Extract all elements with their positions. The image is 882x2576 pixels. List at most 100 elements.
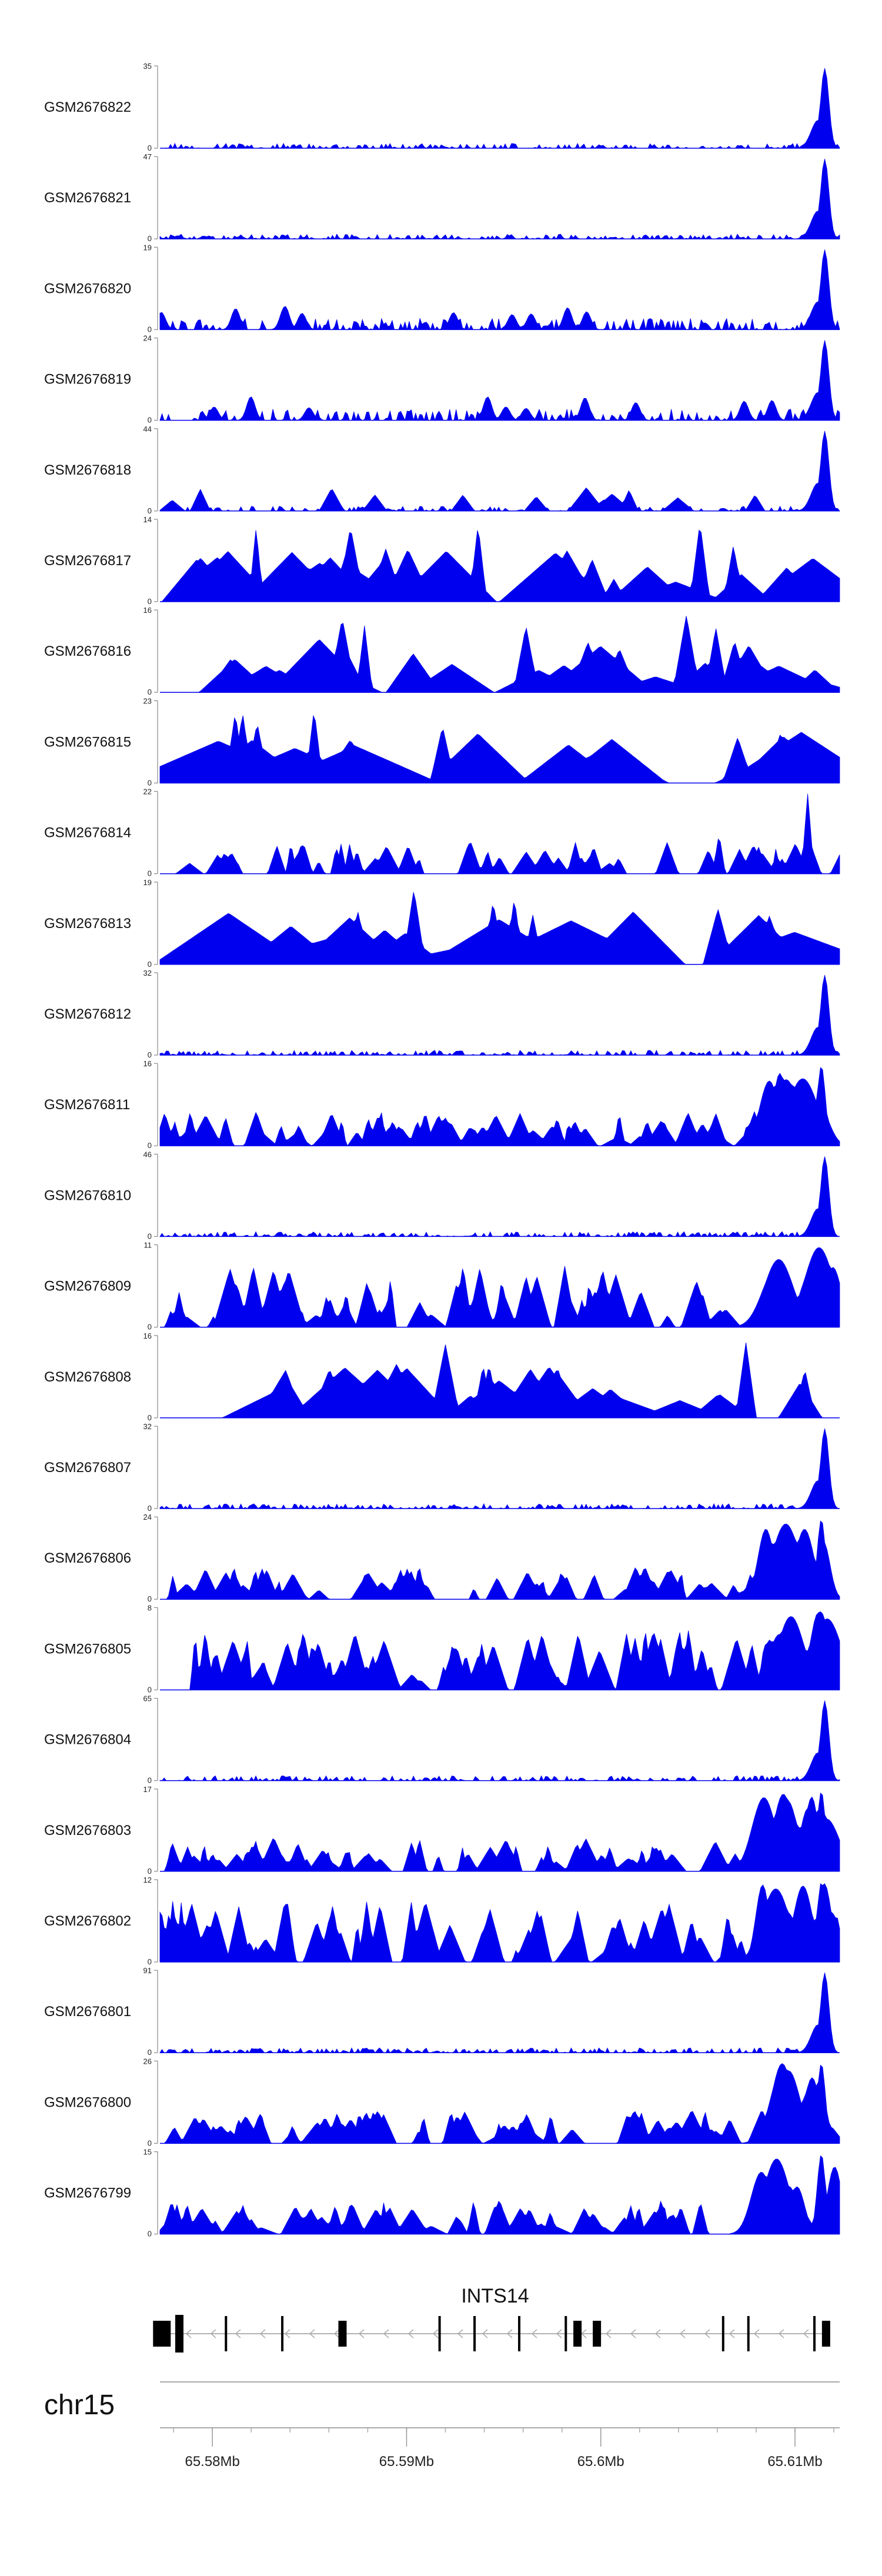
exon-block	[573, 2321, 582, 2347]
track-GSM2676802: GSM2676802 12 0	[44, 1876, 840, 1966]
y-max-label: 8	[148, 1603, 152, 1612]
exon-block	[593, 2321, 602, 2347]
track-GSM2676821: GSM2676821 47 0	[44, 152, 840, 243]
track-GSM2676803: GSM2676803 17 0	[44, 1785, 840, 1876]
y-min-label: 0	[148, 1141, 152, 1150]
track-GSM2676807: GSM2676807 32 0	[44, 1422, 840, 1513]
strand-arrow	[457, 2329, 463, 2338]
track-label: GSM2676801	[44, 2004, 131, 2020]
coverage-area	[159, 892, 840, 965]
strand-arrow	[778, 2329, 784, 2338]
y-max-label: 32	[143, 969, 152, 977]
exon-block	[747, 2316, 750, 2351]
track-label: GSM2676804	[44, 1732, 131, 1748]
y-max-label: 24	[143, 1513, 152, 1521]
track-GSM2676822: GSM2676822 35 0	[44, 62, 840, 152]
coverage-area	[159, 1067, 840, 1147]
coverage-area	[160, 68, 840, 149]
track-label: GSM2676807	[44, 1460, 131, 1476]
track-GSM2676808: GSM2676808 16 0	[44, 1332, 840, 1422]
exon-block	[153, 2321, 171, 2347]
y-min-label: 0	[148, 1776, 152, 1785]
coverage-area	[159, 1700, 840, 1781]
y-max-label: 19	[143, 878, 152, 887]
y-min-label: 0	[148, 2138, 152, 2147]
y-max-label: 91	[143, 1966, 152, 1975]
strand-arrow	[432, 2329, 439, 2338]
coverage-area	[159, 715, 840, 783]
strand-arrow	[753, 2329, 760, 2338]
coverage-area	[159, 1428, 840, 1509]
y-min-label: 0	[148, 506, 152, 515]
exon-block	[338, 2321, 347, 2347]
exon-block	[225, 2316, 228, 2351]
exon-block	[438, 2316, 441, 2351]
coverage-area	[159, 1973, 840, 2054]
strand-arrow	[556, 2329, 562, 2338]
y-max-label: 46	[143, 1150, 152, 1159]
strand-arrow	[803, 2329, 809, 2338]
strand-arrow	[259, 2329, 266, 2338]
y-min-label: 0	[148, 144, 152, 152]
y-max-label: 23	[143, 696, 152, 705]
coverage-area	[160, 1342, 840, 1419]
track-GSM2676805: GSM2676805 8 0	[44, 1603, 840, 1694]
y-max-label: 12	[143, 1876, 152, 1884]
gene-name-label: INTS14	[461, 2285, 529, 2307]
strand-arrow	[630, 2329, 636, 2338]
track-label: GSM2676819	[44, 372, 131, 388]
track-GSM2676806: GSM2676806 24 0	[44, 1513, 840, 1603]
coverage-area	[159, 1883, 840, 1963]
x-tick-label: 65.61Mb	[767, 2454, 822, 2470]
y-min-label: 0	[148, 2230, 152, 2238]
strand-arrow	[531, 2329, 537, 2338]
strand-arrow	[383, 2329, 389, 2338]
track-label: GSM2676820	[44, 281, 131, 296]
y-max-label: 24	[143, 334, 152, 343]
x-tick-label: 65.58Mb	[185, 2454, 239, 2470]
strand-arrow	[482, 2329, 488, 2338]
y-max-label: 14	[143, 515, 152, 524]
exon-block	[175, 2315, 184, 2353]
track-label: GSM2676814	[44, 825, 131, 841]
track-GSM2676819: GSM2676819 24 0	[44, 334, 840, 425]
coverage-area	[159, 249, 840, 331]
genome-axis: chr15 65.58Mb 65.59Mb 65.6Mb 65.61Mb	[44, 2381, 840, 2470]
coverage-area	[159, 2155, 840, 2235]
y-max-label: 65	[143, 1694, 152, 1703]
track-label: GSM2676800	[44, 2094, 131, 2110]
y-max-label: 16	[143, 1332, 152, 1340]
strand-arrow	[235, 2329, 241, 2338]
strand-arrow	[185, 2329, 192, 2338]
track-GSM2676820: GSM2676820 19 0	[44, 243, 840, 333]
y-min-label: 0	[148, 416, 152, 425]
y-min-label: 0	[148, 1232, 152, 1240]
exon-block	[473, 2316, 476, 2351]
strand-arrow	[309, 2329, 315, 2338]
track-GSM2676801: GSM2676801 91 0	[44, 1966, 840, 2057]
strand-arrow	[506, 2329, 513, 2338]
track-label: GSM2676813	[44, 916, 131, 932]
y-max-label: 32	[143, 1422, 152, 1431]
chromosome-label: chr15	[44, 2390, 115, 2421]
coverage-area	[160, 1520, 840, 1600]
track-label: GSM2676815	[44, 734, 131, 750]
track-GSM2676809: GSM2676809 11 0	[44, 1241, 840, 1332]
exon-block	[821, 2321, 830, 2347]
y-min-label: 0	[148, 869, 152, 878]
y-max-label: 17	[143, 1785, 152, 1794]
track-GSM2676814: GSM2676814 22 0	[44, 788, 840, 878]
strand-arrow	[210, 2329, 216, 2338]
exon-block	[518, 2316, 521, 2351]
track-GSM2676804: GSM2676804 65 0	[44, 1694, 840, 1785]
y-min-label: 0	[148, 2048, 152, 2057]
coverage-tracks: GSM2676822350GSM2676821470GSM2676820190G…	[44, 62, 840, 2238]
track-GSM2676810: GSM2676810 46 0	[44, 1150, 840, 1240]
track-label: GSM2676802	[44, 1913, 131, 1929]
track-label: GSM2676799	[44, 2185, 131, 2201]
coverage-area	[159, 340, 840, 422]
strand-arrow	[284, 2329, 290, 2338]
track-label: GSM2676810	[44, 1187, 131, 1203]
y-min-label: 0	[148, 1413, 152, 1422]
